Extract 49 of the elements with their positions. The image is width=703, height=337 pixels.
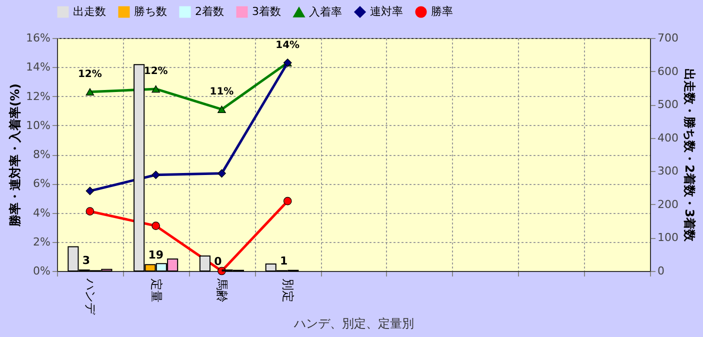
data-label: 1 (280, 254, 288, 268)
point (86, 207, 94, 216)
y2-axis-title: 出走数・勝ち数・2着数・3着数 (682, 68, 696, 242)
y-tick-label: 0% (33, 264, 50, 278)
x-tick-label: 別定 (281, 278, 296, 302)
y2-tick-label: 300 (658, 164, 678, 178)
data-label: 11% (210, 86, 234, 98)
y-axis-title: 勝率・連対率・入着率(%) (8, 84, 22, 228)
y2-tick-label: 400 (658, 131, 678, 144)
legend-label: 入着率 (309, 5, 342, 18)
legend-label: 勝ち数 (134, 5, 167, 18)
point (218, 169, 226, 178)
point (86, 186, 94, 196)
data-label: 3 (82, 254, 90, 267)
legend-label: 出走数 (73, 5, 106, 18)
legend-label: 勝率 (431, 5, 453, 18)
legend-label: 連対率 (370, 5, 403, 18)
y2-tick-label: 100 (658, 231, 678, 244)
y2-tick-label: 600 (658, 64, 678, 78)
legend-label: 2着数 (195, 5, 224, 18)
point (152, 222, 160, 230)
y-tick-label: 2% (33, 235, 50, 248)
x-tick-label: ハンデ (83, 278, 98, 316)
data-label: 0 (214, 255, 222, 268)
y-tick-label: 14% (26, 60, 50, 74)
point (283, 196, 292, 206)
x-tick-label: 定量 (149, 278, 164, 302)
data-label: 12% (78, 68, 102, 80)
y2-tick-label: 200 (658, 198, 678, 211)
point (152, 170, 160, 180)
data-label: 19 (148, 248, 164, 262)
legend-label: 3着数 (252, 5, 281, 18)
y-tick-label: 12% (26, 90, 50, 103)
y2-tick-label: 700 (658, 32, 678, 44)
y2-tick-label: 500 (658, 98, 678, 112)
y-tick-label: 10% (26, 118, 50, 132)
data-label: 14% (276, 40, 300, 51)
data-label: 12% (144, 66, 168, 77)
y-tick-label: 16% (26, 32, 50, 44)
y-tick-label: 4% (33, 206, 50, 220)
x-axis-title: ハンデ、別定、定量別 (293, 316, 414, 330)
y-tick-label: 6% (33, 177, 50, 190)
x-tick-label: 馬齢 (215, 278, 230, 302)
y-tick-label: 8% (33, 148, 50, 161)
point (152, 85, 160, 93)
point (86, 88, 94, 96)
bar (199, 256, 210, 272)
point (218, 106, 226, 114)
y2-tick-label: 0 (658, 264, 664, 278)
